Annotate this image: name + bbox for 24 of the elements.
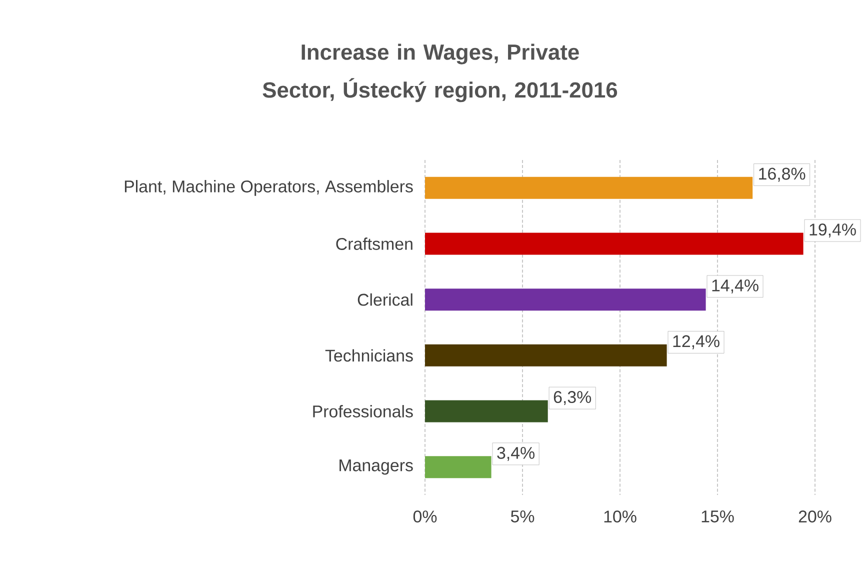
y-tick-label: Plant, Machine Operators, Assemblers <box>124 180 413 196</box>
data-label: 12,4% <box>673 335 720 350</box>
y-tick-label: Craftsmen <box>336 238 412 250</box>
bar <box>425 176 753 199</box>
data-label: 6,3% <box>554 391 592 406</box>
y-tick-label: Managers <box>340 460 413 475</box>
x-tick-label: 20% <box>798 510 832 523</box>
y-tick-label: Technicians <box>325 349 413 362</box>
x-tick-label: 15% <box>702 510 734 522</box>
bar <box>425 288 706 311</box>
y-tick-label: Clerical <box>358 293 412 306</box>
data-label: 19,4% <box>810 224 856 238</box>
data-label: 16,8% <box>759 168 806 182</box>
chart-title: Increase in Wages, Private Sector, Ústecký region, 2011-2016 <box>262 44 618 102</box>
y-tick-label: Professionals <box>313 405 413 418</box>
bar <box>425 456 492 478</box>
bar <box>425 344 667 366</box>
bar <box>425 232 804 255</box>
data-label: 14,4% <box>712 279 758 294</box>
x-tick-label: 0% <box>413 510 437 523</box>
bar <box>425 400 548 422</box>
data-label: 3,4% <box>497 446 534 461</box>
x-tick-label: 5% <box>510 510 534 522</box>
x-tick-label: 10% <box>604 510 636 523</box>
